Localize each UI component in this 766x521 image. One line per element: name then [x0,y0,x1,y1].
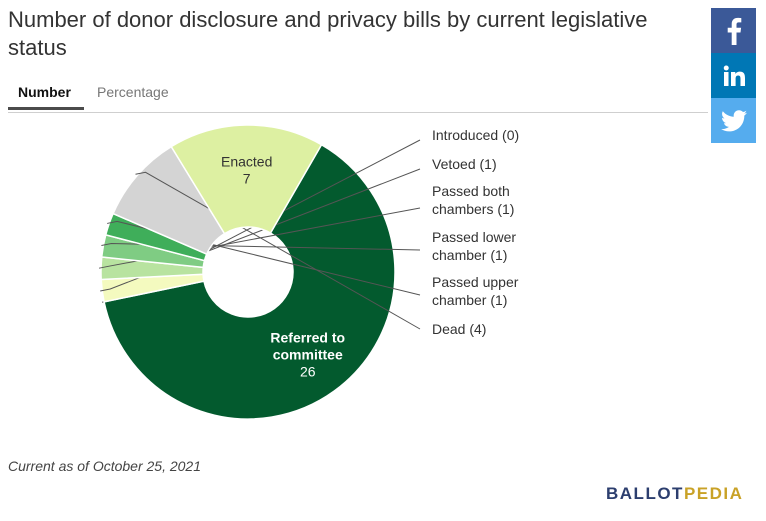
slice-label-passed-both-chambers-0: Passed both [432,183,510,199]
chart-title: Number of donor disclosure and privacy b… [8,7,648,60]
ballotpedia-logo: BALLOTPEDIA [606,484,743,504]
leader-line-passed-upper-chamber [107,220,421,296]
leader-line-passed-both-chambers [98,207,421,269]
slice-label-passed-lower-chamber-0: Passed lower [432,229,516,245]
slice-label-referred-to-committee-1: committee [273,347,343,363]
tab-percentage[interactable]: Percentage [97,84,169,100]
linkedin-icon [723,65,745,86]
leader-line-passed-lower-chamber [101,243,421,251]
slice-label-enacted-1: 7 [243,171,251,187]
brand-part-1: BALLOT [606,484,684,503]
twitter-share-button[interactable] [711,98,756,143]
slice-label-passed-upper-chamber-1: chamber (1) [432,292,507,308]
slice-label-referred-to-committee-0: Referred to [270,330,345,346]
leader-line-dead [135,171,421,330]
facebook-share-button[interactable] [711,8,756,53]
slice-label-dead-0: Dead (4) [432,321,486,337]
footnote: Current as of October 25, 2021 [8,458,201,474]
slice-referred-to-committee[interactable] [103,143,396,420]
brand-part-2: PEDIA [683,484,744,503]
facebook-icon [727,17,741,45]
linkedin-share-button[interactable] [711,53,756,98]
slice-label-introduced-0: Introduced (0) [432,127,519,143]
slice-enacted[interactable] [170,124,323,235]
tab-bar: Number Percentage [8,80,708,113]
tab-number[interactable]: Number [8,80,84,110]
leader-line-vetoed [100,168,421,292]
slice-label-passed-lower-chamber-1: chamber (1) [432,247,507,263]
slice-label-passed-upper-chamber-0: Passed upper [432,274,519,290]
slice-label-referred-to-committee-2: 26 [300,364,316,380]
slice-label-vetoed-0: Vetoed (1) [432,156,497,172]
slice-label-enacted-0: Enacted [221,154,272,170]
twitter-icon [720,109,747,131]
slice-label-passed-both-chambers-1: chambers (1) [432,201,514,217]
